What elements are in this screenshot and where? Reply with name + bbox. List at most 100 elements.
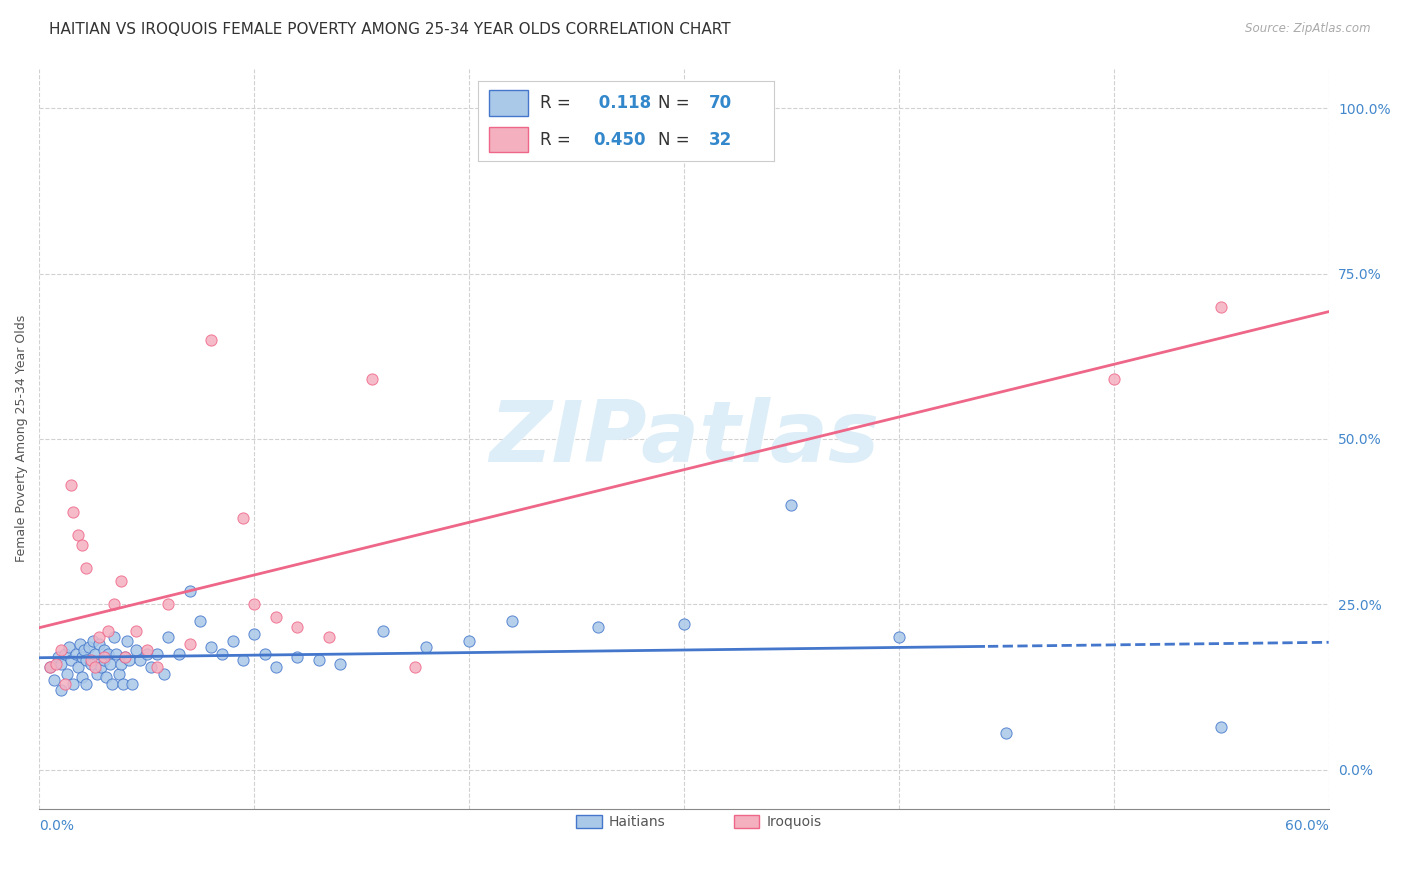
Point: [125, 643, 148, 657]
Y-axis label: Female Poverty Among 25-34 Year Olds: Female Poverty Among 25-34 Year Olds: [15, 315, 28, 563]
Point: [285, 650, 308, 665]
Point: [114, 650, 136, 665]
Point: [60, 478, 83, 492]
Point: [93, 643, 115, 657]
Point: [44, 673, 66, 688]
Point: [211, 647, 233, 661]
Point: [38, 660, 60, 674]
Point: [501, 614, 523, 628]
Point: [152, 666, 174, 681]
Point: [89, 637, 111, 651]
Point: [404, 660, 426, 674]
Point: [75, 653, 97, 667]
Point: [371, 624, 394, 638]
Point: [361, 372, 384, 386]
Point: [49, 683, 72, 698]
Point: [285, 620, 308, 634]
Point: [264, 610, 287, 624]
Point: [53, 647, 76, 661]
Point: [135, 643, 157, 657]
Point: [58, 640, 80, 655]
Point: [243, 597, 266, 611]
Point: [65, 647, 87, 661]
Point: [105, 647, 128, 661]
Point: [70, 650, 93, 665]
Point: [103, 597, 125, 611]
Point: [586, 620, 609, 634]
Point: [329, 657, 352, 671]
Text: HAITIAN VS IROQUOIS FEMALE POVERTY AMONG 25-34 YEAR OLDS CORRELATION CHART: HAITIAN VS IROQUOIS FEMALE POVERTY AMONG…: [49, 22, 731, 37]
Point: [780, 498, 803, 512]
Point: [73, 643, 96, 657]
Point: [458, 633, 481, 648]
Point: [111, 676, 134, 690]
Point: [49, 643, 72, 657]
Point: [157, 597, 180, 611]
Text: Haitians: Haitians: [609, 814, 665, 829]
Point: [66, 660, 89, 674]
Point: [264, 660, 287, 674]
Point: [84, 660, 107, 674]
Point: [129, 653, 152, 667]
Point: [82, 633, 104, 648]
Point: [97, 624, 120, 638]
Point: [80, 653, 103, 667]
Point: [157, 630, 180, 644]
Point: [77, 640, 100, 655]
Point: [103, 630, 125, 644]
Point: [1211, 300, 1233, 314]
Point: [188, 614, 211, 628]
Point: [1102, 372, 1125, 386]
Point: [121, 676, 143, 690]
Point: [1211, 720, 1233, 734]
Point: [146, 660, 169, 674]
Point: [200, 333, 222, 347]
Point: [62, 676, 84, 690]
Point: [53, 676, 76, 690]
Point: [62, 505, 84, 519]
Point: [97, 647, 120, 661]
Point: [70, 670, 93, 684]
Point: [49, 657, 72, 671]
Point: [232, 511, 254, 525]
Point: [672, 617, 695, 632]
Point: [98, 657, 121, 671]
Point: [318, 630, 340, 644]
Point: [308, 653, 330, 667]
Point: [89, 630, 111, 644]
Point: [146, 647, 169, 661]
Point: [232, 653, 254, 667]
Point: [45, 657, 67, 671]
Point: [221, 633, 243, 648]
Point: [101, 676, 124, 690]
Point: [75, 676, 97, 690]
Point: [80, 657, 103, 671]
Point: [995, 726, 1018, 740]
Point: [90, 660, 112, 674]
Point: [118, 653, 141, 667]
Point: [48, 650, 70, 665]
Text: 0.0%: 0.0%: [39, 819, 75, 833]
Point: [94, 670, 117, 684]
Point: [125, 624, 148, 638]
Point: [139, 660, 162, 674]
Point: [253, 647, 276, 661]
Point: [70, 538, 93, 552]
Point: [93, 653, 115, 667]
Text: 60.0%: 60.0%: [1285, 819, 1329, 833]
Point: [38, 660, 60, 674]
Point: [415, 640, 437, 655]
Point: [887, 630, 910, 644]
Point: [75, 561, 97, 575]
Point: [243, 627, 266, 641]
Text: Iroquois: Iroquois: [766, 814, 821, 829]
Point: [179, 584, 201, 599]
Text: Source: ZipAtlas.com: Source: ZipAtlas.com: [1246, 22, 1371, 36]
Point: [86, 666, 108, 681]
Point: [135, 647, 157, 661]
Point: [179, 637, 201, 651]
Point: [110, 574, 132, 588]
Point: [66, 527, 89, 541]
Point: [56, 666, 79, 681]
Point: [200, 640, 222, 655]
